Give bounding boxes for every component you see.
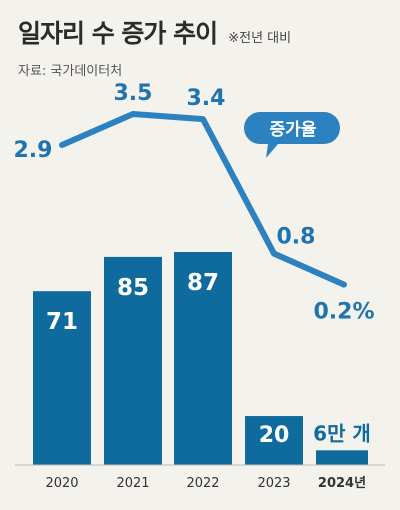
bar-value-label: 71 [46, 309, 78, 335]
growth-rate-line [59, 110, 347, 288]
series-badge-label: 증가율 [270, 120, 317, 140]
x-tick-label: 2021 [116, 476, 149, 491]
rate-value-label: 0.8 [277, 225, 316, 250]
bar-value-label: 87 [187, 270, 219, 296]
rate-value-label: 3.5 [114, 81, 153, 106]
chart-subtitle: ※전년 대비 [228, 31, 292, 46]
rate-value-label: 3.4 [187, 86, 226, 111]
chart-title: 일자리 수 증가 추이 [18, 19, 218, 48]
bar-value-label: 6만 개 [313, 421, 371, 445]
x-tick-label: 2024년 [318, 476, 366, 491]
title-row: 일자리 수 증가 추이 ※전년 대비 [18, 14, 291, 50]
bar-2023 [245, 416, 303, 465]
bar-2021 [104, 256, 162, 465]
source-note: 자료: 국가데이터처 [18, 64, 123, 79]
bar-2022 [174, 252, 232, 465]
bar-2020 [33, 291, 91, 465]
x-tick-label: 2023 [257, 476, 290, 491]
bar-2024년 [316, 450, 368, 465]
rate-value-label: 0.2% [313, 300, 374, 325]
bar-value-label: 20 [259, 423, 290, 448]
series-badge [244, 112, 340, 158]
rate-value-label: 2.9 [14, 138, 53, 163]
bar-value-label: 85 [117, 275, 149, 301]
x-tick-label: 2022 [186, 476, 219, 491]
x-tick-label: 2020 [45, 476, 78, 491]
